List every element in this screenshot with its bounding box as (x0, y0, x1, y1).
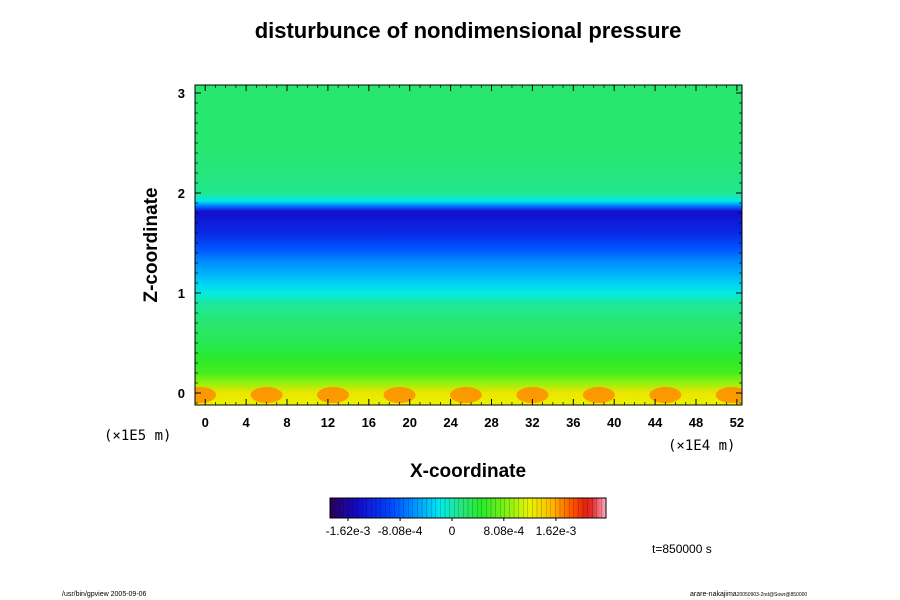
x-tick-label: 12 (321, 415, 335, 430)
surface-cell (449, 387, 482, 403)
x-axis: 0 4 8 12 16 20 24 28 32 36 40 44 48 52 (202, 85, 744, 430)
x-tick-label: 28 (484, 415, 498, 430)
chart-title: disturbunce of nondimensional pressure (255, 18, 682, 43)
surface-cell (649, 387, 682, 403)
plot-area (194, 84, 743, 406)
colorbar-tick-label: 1.62e-3 (536, 524, 577, 538)
x-tick-label: 36 (566, 415, 580, 430)
colorbar-divisions (334, 498, 602, 518)
y-axis: 0 1 2 3 (178, 86, 742, 404)
footer-author: arare-nakajima20050903-2nd@Sowr@850000 (690, 591, 807, 598)
surface-cell (715, 387, 742, 403)
y-tick-label: 3 (178, 86, 185, 101)
colorbar-tick-label: 8.08e-4 (483, 524, 524, 538)
x-tick-label: 4 (243, 415, 251, 430)
y-tick-label: 1 (178, 286, 185, 301)
x-tick-label: 44 (648, 415, 663, 430)
x-tick-label: 32 (525, 415, 539, 430)
surface-cell (383, 387, 416, 403)
x-tick-label: 40 (607, 415, 621, 430)
x-tick-label: 0 (202, 415, 209, 430)
x-tick-label: 8 (283, 415, 290, 430)
x-tick-label: 24 (443, 415, 458, 430)
colorbar-tick-label: -1.62e-3 (326, 524, 371, 538)
colorbar-frame (329, 497, 607, 519)
x-axis-label: X-coordinate (410, 461, 526, 482)
surface-cell (582, 387, 615, 403)
x-tick-label: 20 (402, 415, 416, 430)
x-tick-label: 16 (362, 415, 376, 430)
y-tick-label: 2 (178, 186, 185, 201)
footer-command: /usr/bin/gpview 2005-09-06 (62, 591, 147, 598)
x-tick-label: 48 (689, 415, 703, 430)
x-tick-label: 52 (730, 415, 744, 430)
plot-frame (194, 84, 743, 406)
pressure-field (195, 85, 742, 405)
surface-cell (516, 387, 549, 403)
footer-run-id: 20050903-2nd@Sowr@850000 (737, 592, 808, 598)
colorbar: -1.62e-3 -8.08e-4 0 8.08e-4 1.62e-3 (326, 497, 607, 538)
surface-cell (250, 387, 283, 403)
colorbar-ticks: -1.62e-3 -8.08e-4 0 8.08e-4 1.62e-3 (326, 518, 577, 538)
surface-cell (195, 387, 217, 403)
colorbar-tick-label: -8.08e-4 (378, 524, 423, 538)
y-tick-label: 0 (178, 386, 185, 401)
surface-perturbations (195, 387, 742, 403)
footer-author-name: arare-nakajima (690, 591, 737, 598)
y-axis-label: Z-coordinate (141, 187, 162, 302)
x-axis-unit: (×1E4 m) (668, 438, 735, 454)
surface-cell (317, 387, 350, 403)
time-label: t=850000 s (652, 542, 712, 556)
colorbar-tick-label: 0 (449, 524, 456, 538)
y-axis-unit: (×1E5 m) (104, 428, 171, 444)
